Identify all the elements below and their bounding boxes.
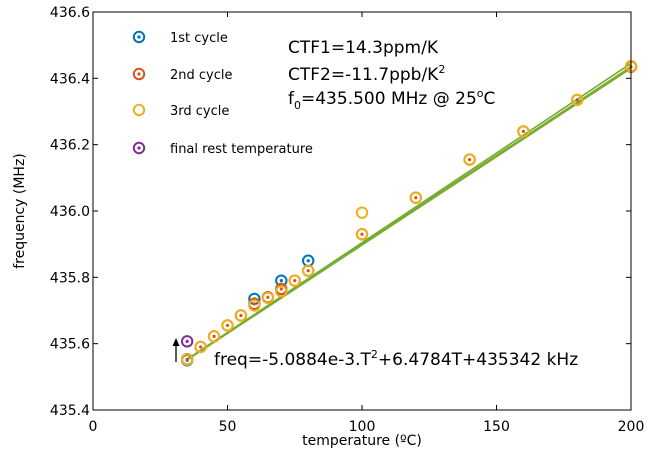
fit-lines — [186, 62, 632, 361]
3rd-cycle-point — [261, 291, 275, 305]
plot-frame — [92, 11, 632, 411]
3rd-cycle-point — [288, 274, 301, 287]
3rd-cycle-point — [409, 191, 422, 204]
legend-label-final-rest-temperature: final rest temperature — [170, 142, 313, 157]
y-tick-label: 436.0 — [50, 204, 90, 220]
fit-equation-superscript: 2 — [371, 348, 378, 361]
fit-equation-text: freq=-5.0884e-3.T — [214, 350, 372, 370]
legend-label-3rd-cycle: 3rd cycle — [170, 104, 229, 119]
3rd-cycle-point — [194, 340, 207, 354]
x-tick-label: 50 — [219, 419, 237, 435]
legend-item-3rd-cycle: 3rd cycle — [132, 103, 229, 119]
f0-degree: o — [477, 87, 484, 100]
annotation-block: CTF1=14.3ppm/K CTF2=-11.7ppb/K2 f0=435.5… — [214, 38, 578, 370]
3rd-cycle-point — [275, 285, 288, 298]
3rd-cycle-point — [571, 93, 584, 107]
3rd-cycle-point — [517, 125, 530, 138]
y-tick-label: 435.6 — [50, 337, 90, 353]
x-tick-label: 150 — [483, 419, 510, 435]
f0-annotation: f0=435.500 MHz @ 25oC — [288, 87, 495, 112]
x-tick-label: 100 — [349, 419, 376, 435]
ctf2-annotation: CTF2=-11.7ppb/K2 — [288, 63, 445, 85]
f0-value: =435.500 MHz @ 25 — [301, 89, 477, 109]
y-axis-label: frequency (MHz) — [12, 153, 28, 269]
legend-marker-1st-cycle — [132, 30, 146, 44]
3rd-cycle-point — [355, 228, 369, 241]
f0-unit: C — [484, 89, 496, 109]
y-tick-label: 435.8 — [50, 270, 90, 286]
rest-arrow-head — [172, 338, 180, 346]
fit-line-2 — [186, 62, 632, 360]
legend-marker-2nd-cycle — [132, 67, 146, 81]
f0-symbol: f — [288, 89, 295, 109]
y-tick-label: 436.6 — [50, 5, 90, 21]
3rd-cycle-point — [207, 330, 221, 343]
x-axis-label: temperature (ºC) — [302, 433, 422, 449]
legend-marker-3rd-cycle — [132, 103, 146, 117]
y-tick-label: 436.2 — [50, 138, 90, 154]
3rd-cycle-point — [248, 299, 261, 312]
legend-item-1st-cycle: 1st cycle — [132, 30, 228, 46]
legend-label-2nd-cycle: 2nd cycle — [170, 68, 233, 83]
y-tick-label: 436.4 — [50, 71, 90, 87]
rest-arrow — [172, 338, 180, 362]
3rd-cycle-point — [463, 153, 476, 166]
data-points — [180, 59, 638, 367]
ctf1-annotation: CTF1=14.3ppm/K — [288, 38, 439, 58]
legend-marker-final-rest-temperature — [132, 141, 146, 155]
fit-line-3 — [186, 67, 632, 361]
3rd-cycle-point — [221, 319, 234, 332]
legend-item-2nd-cycle: 2nd cycle — [132, 67, 233, 83]
3rd-cycle-point — [180, 353, 194, 366]
x-tick-label: 0 — [89, 419, 98, 435]
fit-equation-annotation: freq=-5.0884e-3.T2+6.4784T+435342 kHz — [214, 348, 578, 370]
3rd-cycle-point — [302, 264, 315, 277]
x-tick-label: 200 — [618, 419, 645, 435]
ctf2-text: CTF2=-11.7ppb/K — [288, 65, 439, 85]
3rd-cycle-point — [355, 206, 369, 219]
y-tick-label: 435.4 — [50, 403, 90, 419]
fit-equation-rest: +6.4784T+435342 kHz — [378, 350, 578, 370]
1st-cycle-point — [302, 254, 315, 267]
ctf2-superscript: 2 — [438, 63, 445, 76]
final-rest-temperature-point — [180, 335, 194, 348]
axis-ticks: 0 50 100 150 200 435.4 435.6 435.8 436.0 436.2 436… — [50, 5, 644, 435]
legend-label-1st-cycle: 1st cycle — [170, 31, 228, 46]
f0-subscript: 0 — [294, 99, 301, 112]
legend: 1st cycle 2nd cycle 3rd cycle final rest te… — [132, 30, 313, 157]
3rd-cycle-point — [234, 309, 248, 322]
legend-item-final-rest-temperature: final rest temperature — [132, 141, 313, 157]
